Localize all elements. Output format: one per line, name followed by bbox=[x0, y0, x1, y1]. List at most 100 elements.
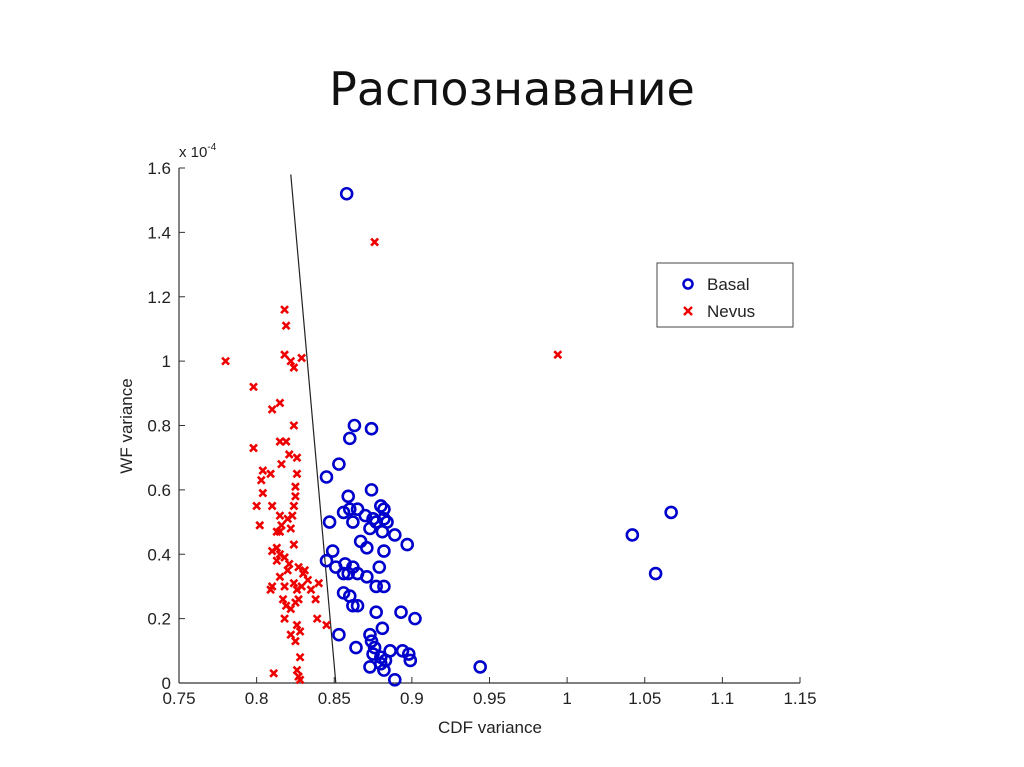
data-point-basal bbox=[648, 566, 663, 581]
data-point-nevus bbox=[291, 491, 300, 501]
data-point-nevus bbox=[291, 598, 300, 607]
data-point-basal bbox=[383, 644, 397, 658]
data-point-nevus bbox=[266, 585, 276, 595]
data-point-nevus bbox=[249, 443, 258, 453]
x-marker-stroke bbox=[286, 524, 296, 533]
data-point-basal bbox=[319, 470, 334, 484]
series-nevus bbox=[221, 237, 563, 685]
data-point-nevus bbox=[292, 620, 302, 630]
x-marker-stroke bbox=[289, 578, 299, 588]
data-point-basal bbox=[339, 186, 354, 201]
x-tick-label: 1 bbox=[562, 689, 571, 708]
data-point-nevus bbox=[311, 594, 321, 604]
marks bbox=[221, 174, 678, 687]
data-point-basal bbox=[363, 627, 377, 642]
data-point-basal bbox=[408, 611, 422, 626]
x-marker-stroke bbox=[289, 501, 299, 511]
x-marker-stroke bbox=[272, 556, 282, 566]
data-point-nevus bbox=[314, 578, 324, 588]
x-marker-stroke bbox=[303, 575, 313, 585]
data-point-basal bbox=[377, 579, 391, 594]
data-point-basal bbox=[401, 647, 416, 661]
x-marker-stroke bbox=[289, 421, 299, 430]
x-marker-stroke bbox=[312, 614, 322, 624]
data-point-basal bbox=[403, 653, 418, 668]
x-marker-stroke bbox=[258, 488, 268, 498]
data-point-basal bbox=[350, 502, 365, 516]
data-point-nevus bbox=[289, 501, 299, 511]
x-marker-stroke bbox=[295, 675, 305, 685]
x-tick-label: 0.85 bbox=[318, 689, 351, 708]
data-point-basal bbox=[332, 627, 346, 642]
x-marker-stroke bbox=[294, 562, 303, 572]
data-point-basal bbox=[332, 457, 346, 471]
x-tick-label: 0.95 bbox=[473, 689, 506, 708]
data-point-nevus bbox=[370, 237, 380, 247]
y-tick-label: 1.4 bbox=[147, 223, 171, 242]
y-tick-label: 0.4 bbox=[147, 545, 171, 564]
x-marker-stroke bbox=[267, 501, 277, 511]
data-point-nevus bbox=[252, 501, 262, 511]
data-point-nevus bbox=[280, 350, 289, 360]
data-point-nevus bbox=[286, 356, 296, 366]
data-point-nevus bbox=[292, 469, 302, 479]
x-marker-stroke bbox=[277, 520, 286, 530]
x-marker-stroke bbox=[283, 565, 293, 575]
data-point-basal bbox=[319, 553, 334, 568]
x-marker-stroke bbox=[249, 382, 258, 392]
data-point-basal bbox=[369, 605, 383, 619]
data-point-nevus bbox=[312, 614, 322, 624]
data-point-nevus bbox=[272, 556, 282, 566]
data-point-basal bbox=[364, 634, 379, 648]
data-point-nevus bbox=[283, 514, 293, 524]
x-marker-stroke bbox=[286, 356, 296, 366]
x-marker-stroke bbox=[291, 636, 300, 646]
data-point-nevus bbox=[258, 466, 268, 475]
x-marker-stroke bbox=[275, 549, 285, 559]
x-marker-stroke bbox=[280, 582, 289, 591]
data-point-basal bbox=[364, 421, 379, 436]
y-multiplier: x 10-4 bbox=[179, 142, 217, 161]
y-tick-label: 0.2 bbox=[147, 610, 171, 629]
data-point-nevus bbox=[284, 450, 294, 459]
data-point-nevus bbox=[295, 652, 305, 662]
data-point-basal bbox=[387, 672, 402, 687]
x-marker-stroke bbox=[281, 321, 291, 331]
x-marker-stroke bbox=[256, 475, 266, 485]
data-point-basal bbox=[363, 521, 377, 536]
x-tick-label: 0.8 bbox=[245, 689, 269, 708]
data-point-nevus bbox=[280, 305, 289, 315]
x-marker-stroke bbox=[292, 665, 302, 675]
data-point-basal bbox=[364, 483, 379, 497]
data-point-nevus bbox=[280, 582, 289, 591]
data-point-nevus bbox=[292, 665, 302, 675]
x-marker-stroke bbox=[292, 469, 302, 479]
x-marker-stroke bbox=[275, 572, 285, 582]
x-marker-stroke bbox=[258, 466, 268, 475]
legend-marker-nevus bbox=[683, 306, 693, 316]
data-point-nevus bbox=[289, 540, 299, 550]
legend: Basal Nevus bbox=[656, 262, 794, 328]
data-point-basal bbox=[664, 505, 678, 520]
x-marker-stroke bbox=[252, 501, 262, 511]
y-tick-label: 1.6 bbox=[147, 159, 171, 178]
x-marker-stroke bbox=[278, 594, 288, 604]
data-point-nevus bbox=[289, 578, 299, 588]
decision-boundary-line bbox=[290, 174, 337, 684]
x-marker-stroke bbox=[297, 582, 307, 591]
data-point-nevus bbox=[284, 559, 294, 569]
x-marker-stroke bbox=[291, 598, 300, 607]
y-tick-label: 0.6 bbox=[147, 481, 171, 500]
x-tick-label: 0.9 bbox=[400, 689, 424, 708]
x-marker-stroke bbox=[284, 559, 294, 569]
legend-box bbox=[656, 262, 794, 328]
legend-label-nevus: Nevus bbox=[707, 302, 755, 321]
x-axis-label: CDF variance bbox=[438, 718, 542, 737]
data-point-nevus bbox=[277, 459, 286, 469]
data-point-basal bbox=[377, 663, 391, 677]
x-marker-stroke bbox=[277, 459, 286, 469]
data-point-nevus bbox=[267, 404, 277, 414]
data-point-nevus bbox=[289, 421, 299, 430]
x-marker-stroke bbox=[275, 398, 285, 408]
legend-label-basal: Basal bbox=[707, 275, 750, 294]
